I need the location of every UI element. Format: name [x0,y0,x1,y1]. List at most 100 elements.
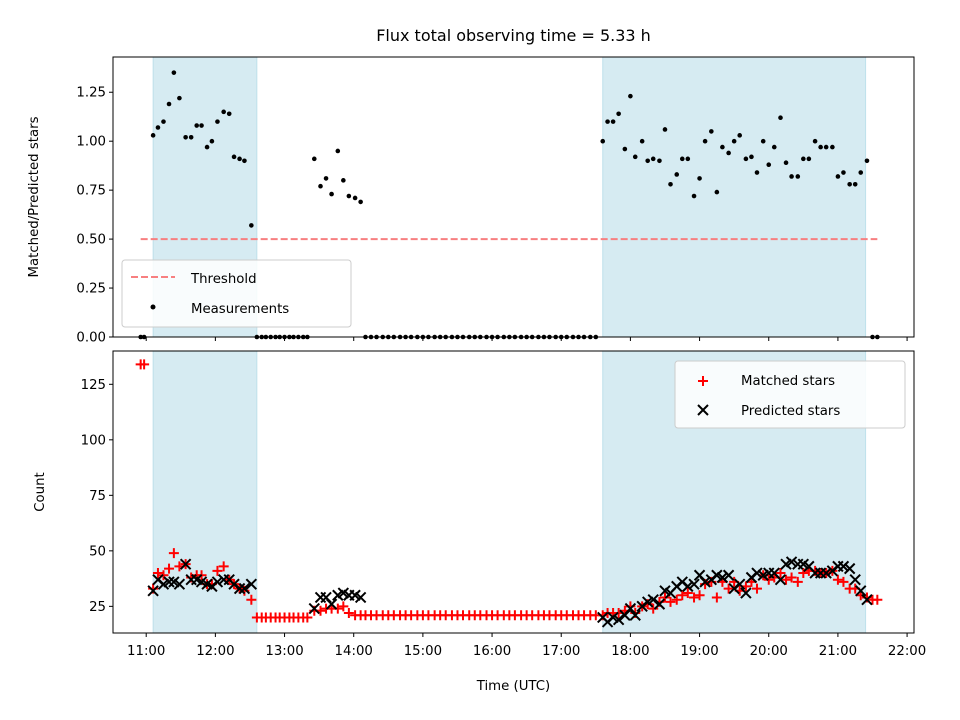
bottom-x-tick-label: 16:00 [473,644,511,659]
measurement-point [199,123,204,128]
measurement-point [311,156,317,162]
matched-star-marker [775,568,786,579]
bottom-x-tick-label: 17:00 [542,644,580,659]
measurement-point [726,150,731,156]
bottom-x-tick-label: 12:00 [196,644,234,659]
chart-title: Flux total observing time = 5.33 h [376,26,651,45]
bottom-y-ticks: 25 50 75 100 125 [81,378,113,615]
bottom-y-axis-label: Count [33,472,48,512]
matched-star-marker [694,590,705,601]
bottom-x-tick-label: 15:00 [404,644,442,659]
predicted-star-marker [733,578,746,590]
top-legend-box [121,259,352,328]
bottom-y-tick-label: 100 [81,433,106,448]
matched-star-marker [872,594,883,605]
measurement-point [605,119,610,124]
measurement-point [150,133,156,138]
top-x-ticks [145,337,908,341]
measurement-point [743,156,749,162]
matched-star-marker [832,574,843,585]
predicted-star-marker [861,593,873,606]
predicted-star-marker [211,576,224,588]
measurement-point [341,178,346,183]
measurement-point [679,156,685,162]
matched-star-marker [168,548,179,559]
bottom-x-ticks: 11:00 12:00 13:00 14:00 15:00 16:00 17:00 18:00… [127,633,926,659]
predicted-star-marker [325,598,338,610]
top-y-tick-label: 0.25 [76,282,106,297]
measurement-point [177,95,182,101]
top-panel: 0.00 0.25 0.50 0.75 1.00 1.25 Matched/Predict… [27,56,915,346]
top-y-ticks: 0.00 0.25 0.50 0.75 1.00 1.25 [76,86,113,346]
predicted-star-marker [147,585,159,597]
top-y-tick-label: 0.00 [76,331,106,346]
bottom-legend-box [674,360,906,429]
predicted-star-marker [647,593,659,606]
predicted-star-marker [653,598,666,610]
measurement-point [858,170,864,175]
predicted-star-marker [751,567,763,579]
measurement-point [329,191,334,197]
predicted-star-marker [716,571,729,584]
legend-measurements-label: Measurements [191,302,289,317]
matched-star-marker [302,612,313,623]
measurement-point [847,181,852,187]
matched-star-marker [751,583,762,594]
measurement-point [795,174,801,179]
matched-star-marker [212,565,223,576]
measurement-point [806,156,812,162]
predicted-star-marker [245,578,258,590]
measurement-point [749,154,754,160]
measurement-point [188,134,194,140]
bottom-x-tick-label: 14:00 [335,644,373,659]
matched-star-marker [798,568,809,579]
measurement-point [852,181,858,187]
predicted-star-marker [238,582,251,595]
measurement-point [237,156,242,162]
predicted-star-marker [179,558,192,570]
legend-predicted-label: Predicted stars [741,404,840,419]
measurement-point [818,144,823,150]
matched-star-marker [786,572,797,583]
matched-star-marker [246,594,257,605]
legend-matched-swatch [698,376,708,386]
bottom-x-tick-label: 21:00 [819,644,857,659]
legend-threshold-label: Threshold [190,272,257,287]
measurement-point [830,144,835,150]
bottom-x-tick-label: 20:00 [750,644,788,659]
matched-star-marker [671,594,682,605]
measurement-point [771,144,777,150]
predicted-star-marker [849,574,861,586]
matched-star-marker [689,592,700,603]
measurement-point [645,158,650,164]
measurement-point [841,170,846,175]
matched-star-marker [838,576,849,587]
matched-star-marker [665,596,676,607]
bottom-y-tick-label: 75 [89,489,106,504]
matched-star-marker [338,601,349,612]
predicted-star-marker [354,591,367,604]
matched-star-marker [139,359,150,370]
predicted-star-marker [629,609,641,621]
bottom-x-tick-label: 13:00 [265,644,303,659]
measurement-point [662,127,668,132]
measurement-point [691,193,697,199]
predicted-star-marker [722,569,735,581]
measurement-point [166,101,172,107]
measurement-point [221,109,226,115]
predicted-star-marker [820,567,832,579]
matched-star-marker [164,563,175,574]
bottom-x-tick-label: 19:00 [680,644,718,659]
measurement-point [778,115,783,120]
predicted-star-marker [682,580,694,593]
bottom-y-tick-label: 50 [89,544,106,559]
matched-star-marker [781,574,792,585]
measurement-point [760,138,766,144]
top-axes-frame [112,56,915,338]
top-y-tick-label: 1.00 [76,135,106,150]
bottom-x-tick-label: 18:00 [611,644,649,659]
measurement-point [352,195,358,201]
measurement-point [823,144,829,150]
measurement-point [616,111,621,117]
measurement-point [766,162,772,167]
